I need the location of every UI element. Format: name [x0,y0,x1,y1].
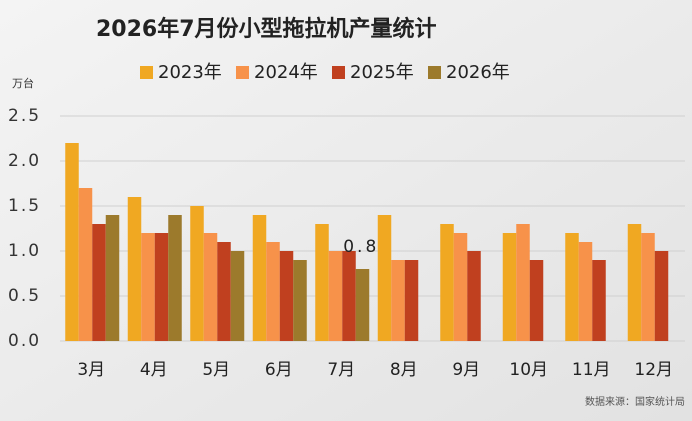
bar [440,224,454,341]
bar [467,251,481,341]
x-tick-label: 4月 [140,360,168,380]
y-tick-label: 2.5 [8,106,41,126]
data-label: 0.8 [343,237,379,257]
bar [641,233,655,341]
x-tick-label: 9月 [452,360,480,380]
chart-title: 2026年7月份小型拖拉机产量统计 [96,16,437,42]
bar [168,215,182,341]
legend-swatch [236,66,249,79]
bar [355,269,370,341]
bar [453,233,468,341]
x-tick-label: 3月 [77,360,105,380]
bar [78,188,93,341]
bar [203,233,218,341]
bar [65,143,79,341]
bar [516,224,530,341]
bar [592,260,606,341]
x-tick-label: 7月 [327,360,355,380]
bar [342,251,356,341]
bar [279,251,294,341]
legend-swatch [332,66,345,79]
y-tick-label: 0.5 [8,286,41,306]
legend-label: 2023年 [158,62,222,83]
y-tick-label: 1.0 [8,241,41,261]
legend-swatch [428,66,441,79]
bar [529,260,544,341]
bar [127,197,142,341]
legend-label: 2024年 [254,62,318,83]
x-tick-label: 11月 [572,360,611,380]
bar [578,242,593,341]
bar [217,242,231,341]
source: 数据来源：国家统计局 [585,395,685,408]
bar [293,260,307,341]
x-tick-label: 5月 [202,360,230,380]
bar [141,233,155,341]
bar [92,224,106,341]
bar [252,215,267,341]
legend-label: 2025年 [350,62,414,83]
bar [502,233,517,341]
x-tick-label: 12月 [634,360,673,380]
bar [154,233,169,341]
y-tick-label: 1.5 [8,196,41,216]
bar [391,260,405,341]
bar [190,206,204,341]
y-tick-label: 2.0 [8,151,41,171]
bar [105,215,120,341]
bar [654,251,669,341]
bar [565,233,579,341]
y-tick-label: 0.0 [8,331,41,351]
bar [404,260,419,341]
legend-label: 2026年 [446,62,510,83]
x-tick-label: 10月 [509,360,548,380]
y-unit: 万台 [12,76,34,90]
bar [315,224,329,341]
bar [266,242,280,341]
x-tick-label: 8月 [390,360,418,380]
bar [328,251,343,341]
bar [627,224,642,341]
legend-swatch [140,66,153,79]
bar [377,215,392,341]
x-tick-label: 6月 [265,360,293,380]
bar [230,251,245,341]
